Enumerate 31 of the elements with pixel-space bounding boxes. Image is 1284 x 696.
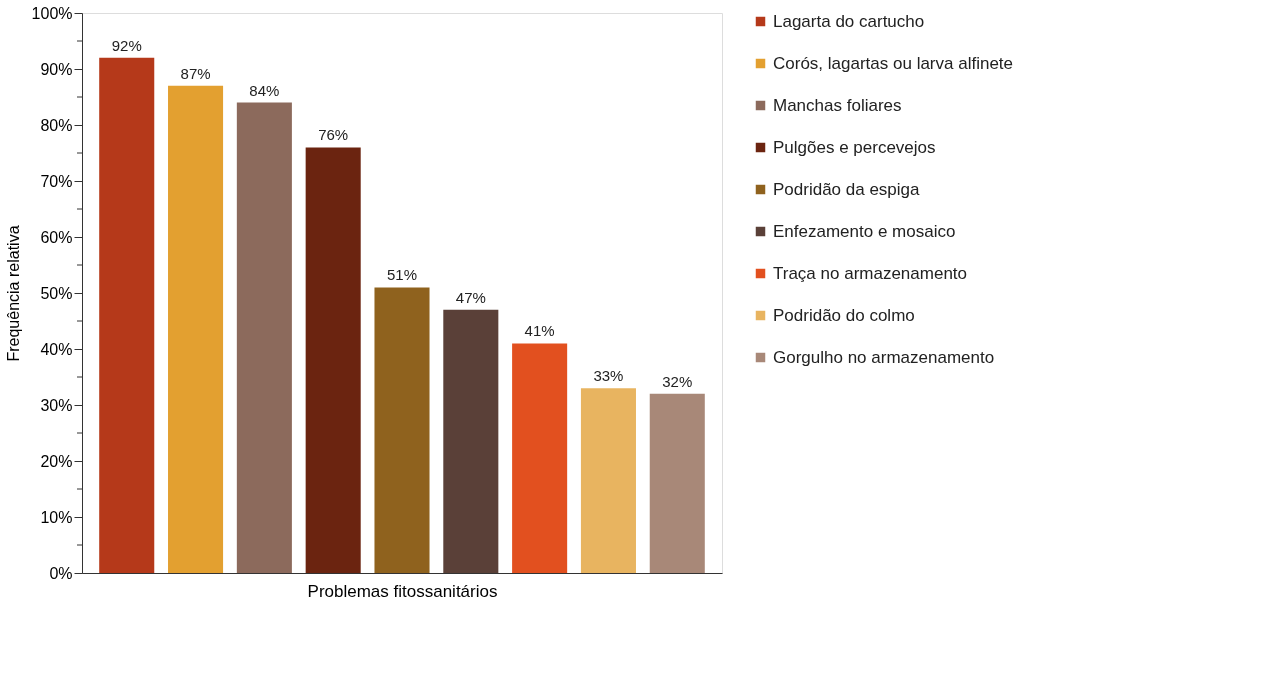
data-label: 87% <box>180 64 211 82</box>
data-label: 41% <box>524 322 555 340</box>
data-label: 33% <box>593 367 624 385</box>
data-label: 51% <box>386 266 418 284</box>
legend-label: Podridão do colmo <box>773 305 915 325</box>
legend-label: Pulgões e percevejos <box>773 137 936 157</box>
legend-label: Gorgulho no armazenamento <box>773 347 995 367</box>
data-label: 84% <box>249 81 280 99</box>
y-tick-label: 30% <box>40 396 73 414</box>
data-label: 92% <box>111 36 142 54</box>
y-tick-label: 50% <box>40 284 73 302</box>
y-tick-label: 40% <box>40 340 73 358</box>
y-tick-label: 80% <box>40 116 73 134</box>
y-tick-label: 0% <box>49 564 73 582</box>
y-tick-label: 70% <box>40 172 73 190</box>
data-label: 76% <box>318 126 349 144</box>
y-tick-label: 20% <box>40 452 73 470</box>
legend-label: Lagarta do cartucho <box>773 11 925 31</box>
legend-label: Traça no armazenamento <box>773 263 968 283</box>
legend-label: Podridão da espiga <box>773 179 921 199</box>
legend-label: Enfezamento e mosaico <box>773 221 956 241</box>
y-tick-label: 100% <box>31 4 73 22</box>
data-label: 47% <box>455 288 486 306</box>
x-axis-title: Problemas fitossanitários <box>307 581 498 601</box>
data-label: 32% <box>662 372 693 390</box>
legend-label: Manchas foliares <box>773 95 902 115</box>
y-tick-label: 60% <box>40 228 73 246</box>
y-tick-label: 10% <box>40 508 73 526</box>
y-tick-label: 90% <box>40 60 73 78</box>
legend-label: Corós, lagartas ou larva alfinete <box>773 53 1014 73</box>
y-axis-title: Frequência relativa <box>4 225 22 362</box>
